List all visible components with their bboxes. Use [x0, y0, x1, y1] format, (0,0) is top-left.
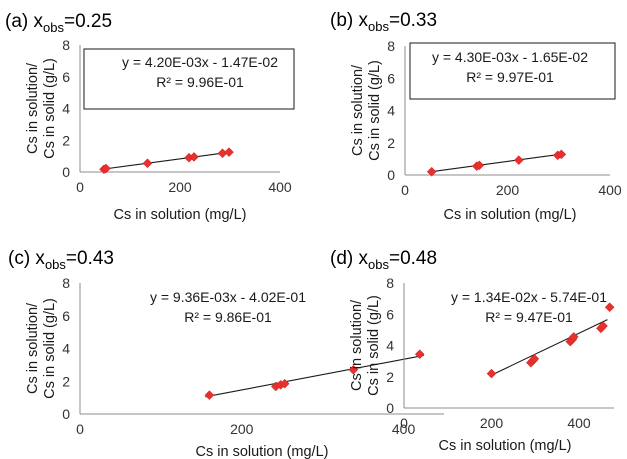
y-axis-title-line-1: Cs in solution/ — [25, 302, 41, 394]
equation-frame — [83, 48, 295, 110]
x-tick-label: 400 — [392, 421, 416, 437]
panel-title: (d) xobs=0.48 — [330, 248, 437, 272]
y-tick-label: 4 — [387, 103, 395, 119]
y-tick-label: 6 — [62, 308, 70, 324]
panel-title: (a) xobs=0.25 — [5, 11, 112, 35]
r-squared: R² = 9.96E-01 — [156, 74, 244, 90]
x-tick-label: 200 — [230, 421, 254, 437]
y-tick-label: 6 — [386, 306, 394, 322]
y-axis-title-line-1: Cs in solution/ — [349, 299, 365, 391]
y-tick-label: 4 — [386, 338, 394, 354]
data-point — [279, 378, 290, 389]
data-point — [224, 147, 234, 158]
y-tick-label: 8 — [62, 275, 70, 291]
x-tick-label: 0 — [400, 415, 408, 431]
x-axis-title: Cs in solution (mg/L) — [114, 207, 247, 223]
panel-title: (c) xobs=0.43 — [8, 248, 114, 272]
x-tick-label: 400 — [598, 182, 622, 198]
y-tick-label: 2 — [62, 373, 70, 389]
data-point — [529, 353, 540, 364]
y-tick-label: 2 — [62, 132, 70, 148]
y-tick-label: 8 — [62, 37, 70, 53]
x-tick-label: 200 — [480, 415, 504, 431]
y-axis-title-line-2: Cs in solid (g/L) — [42, 298, 58, 399]
chart-panel-d: (d) xobs=0.48 0 2 4 6 8 0 200 400 Cs in solution … — [330, 248, 615, 454]
y-tick-label: 6 — [62, 69, 70, 85]
y-tick-label: 0 — [387, 167, 395, 183]
data-point — [189, 152, 199, 162]
equation-frame — [409, 42, 616, 100]
chart-panel-a: (a) xobs=0.25 0 2 4 6 8 0 200 400 Cs in solution … — [5, 11, 295, 223]
r-squared: R² = 9.86E-01 — [184, 309, 272, 325]
data-point — [598, 321, 608, 331]
data-point — [204, 390, 215, 401]
y-tick-label: 4 — [62, 101, 70, 117]
y-axis-title-line-1: Cs in solution/ — [25, 62, 41, 154]
data-point — [101, 163, 111, 174]
data-point — [513, 155, 524, 166]
r-squared: R² = 9.47E-01 — [485, 309, 573, 325]
trendline — [429, 153, 563, 173]
x-tick-label: 0 — [76, 421, 84, 437]
data-point — [604, 302, 615, 313]
x-tick-label: 400 — [567, 415, 591, 431]
x-tick-label: 200 — [168, 179, 192, 195]
data-point — [426, 166, 437, 177]
x-tick-label: 400 — [268, 179, 292, 195]
data-point — [556, 149, 567, 160]
trendline — [102, 151, 232, 170]
x-tick-label: 0 — [401, 182, 409, 198]
x-axis-title: Cs in solution (mg/L) — [439, 438, 572, 454]
regression-equation: y = 4.20E-03x - 1.47E-02 — [122, 54, 278, 70]
trendline — [205, 354, 424, 398]
y-axis-title-line-2: Cs in solid (g/L) — [42, 58, 58, 159]
data-point — [474, 160, 485, 171]
x-axis-title: Cs in solution (mg/L) — [196, 444, 329, 459]
panel-title: (b) xobs=0.33 — [330, 10, 437, 34]
data-point — [414, 349, 425, 360]
x-axis-title: Cs in solution (mg/L) — [444, 207, 577, 223]
y-tick-label: 8 — [387, 38, 395, 54]
y-axis-title-line-1: Cs in solution/ — [350, 64, 366, 156]
y-tick-label: 4 — [62, 341, 70, 357]
trendline — [489, 319, 608, 377]
chart-panel-b: (b) xobs=0.33 0 2 4 6 8 0 200 400 Cs in solution … — [330, 10, 622, 223]
data-point — [348, 364, 359, 375]
y-axis-title-line-2: Cs in solid (g/L) — [367, 60, 383, 161]
data-point — [486, 368, 497, 379]
y-tick-label: 2 — [387, 135, 395, 151]
regression-equation: y = 9.36E-03x - 4.02E-01 — [150, 289, 306, 305]
r-squared: R² = 9.97E-01 — [466, 69, 554, 85]
y-tick-label: 0 — [62, 164, 70, 180]
regression-equation: y = 4.30E-03x - 1.65E-02 — [432, 49, 588, 65]
y-tick-label: 2 — [386, 369, 394, 385]
y-tick-label: 0 — [386, 400, 394, 416]
x-tick-label: 200 — [496, 182, 520, 198]
data-point — [142, 158, 153, 169]
y-tick-label: 6 — [387, 70, 395, 86]
y-tick-label: 0 — [62, 406, 70, 422]
y-tick-label: 8 — [386, 275, 394, 291]
y-axis-title-line-2: Cs in solid (g/L) — [366, 295, 382, 396]
data-point — [568, 332, 579, 342]
regression-equation: y = 1.34E-02x - 5.74E-01 — [451, 289, 607, 305]
x-tick-label: 0 — [76, 179, 84, 195]
